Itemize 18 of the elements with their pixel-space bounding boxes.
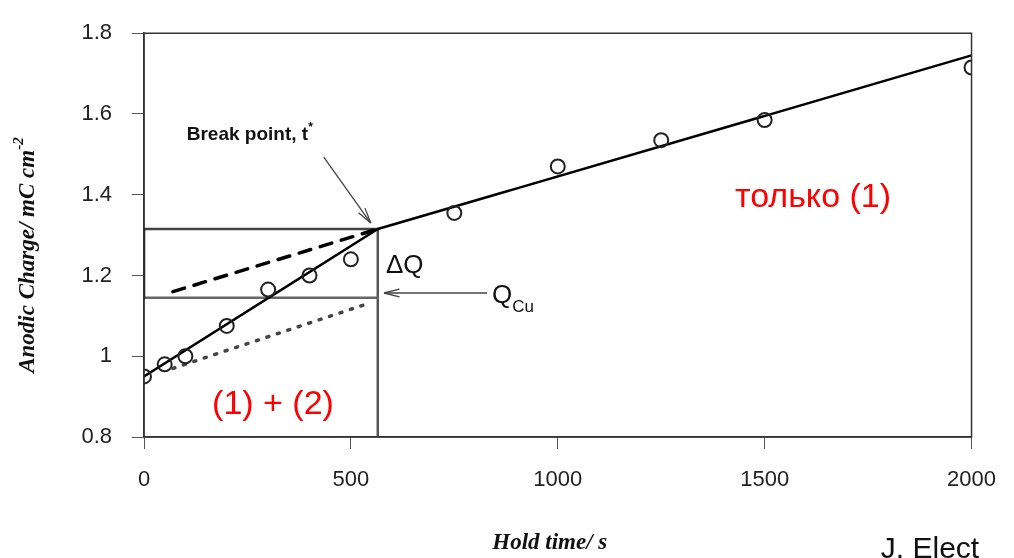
y-tick-label: 1.2 xyxy=(81,261,112,287)
y-tick-label: 1.8 xyxy=(81,19,112,45)
x-tick-label: 1500 xyxy=(740,466,790,492)
y-axis-title: Anodic Charge/ mC cm-2 xyxy=(9,136,39,375)
annotation: Break point, t* xyxy=(186,119,314,145)
y-tick-label: 1.6 xyxy=(81,100,112,126)
annotation: ΔQ xyxy=(386,249,424,280)
text: J. Elect xyxy=(880,531,980,558)
y-tick-label: 0.8 xyxy=(81,423,112,449)
y-tick-label: 1.4 xyxy=(81,180,112,206)
y-tick-label: 1 xyxy=(99,342,112,368)
x-tick-label: 500 xyxy=(332,466,370,492)
annotation: только (1) xyxy=(734,176,892,215)
x-tick-label: 2000 xyxy=(947,466,997,492)
x-tick-label: 1000 xyxy=(533,466,583,492)
x-axis-title: Hold time/ s xyxy=(491,528,608,554)
x-tick-label: 0 xyxy=(137,466,151,492)
annotation: (1) + (2) xyxy=(212,383,334,422)
